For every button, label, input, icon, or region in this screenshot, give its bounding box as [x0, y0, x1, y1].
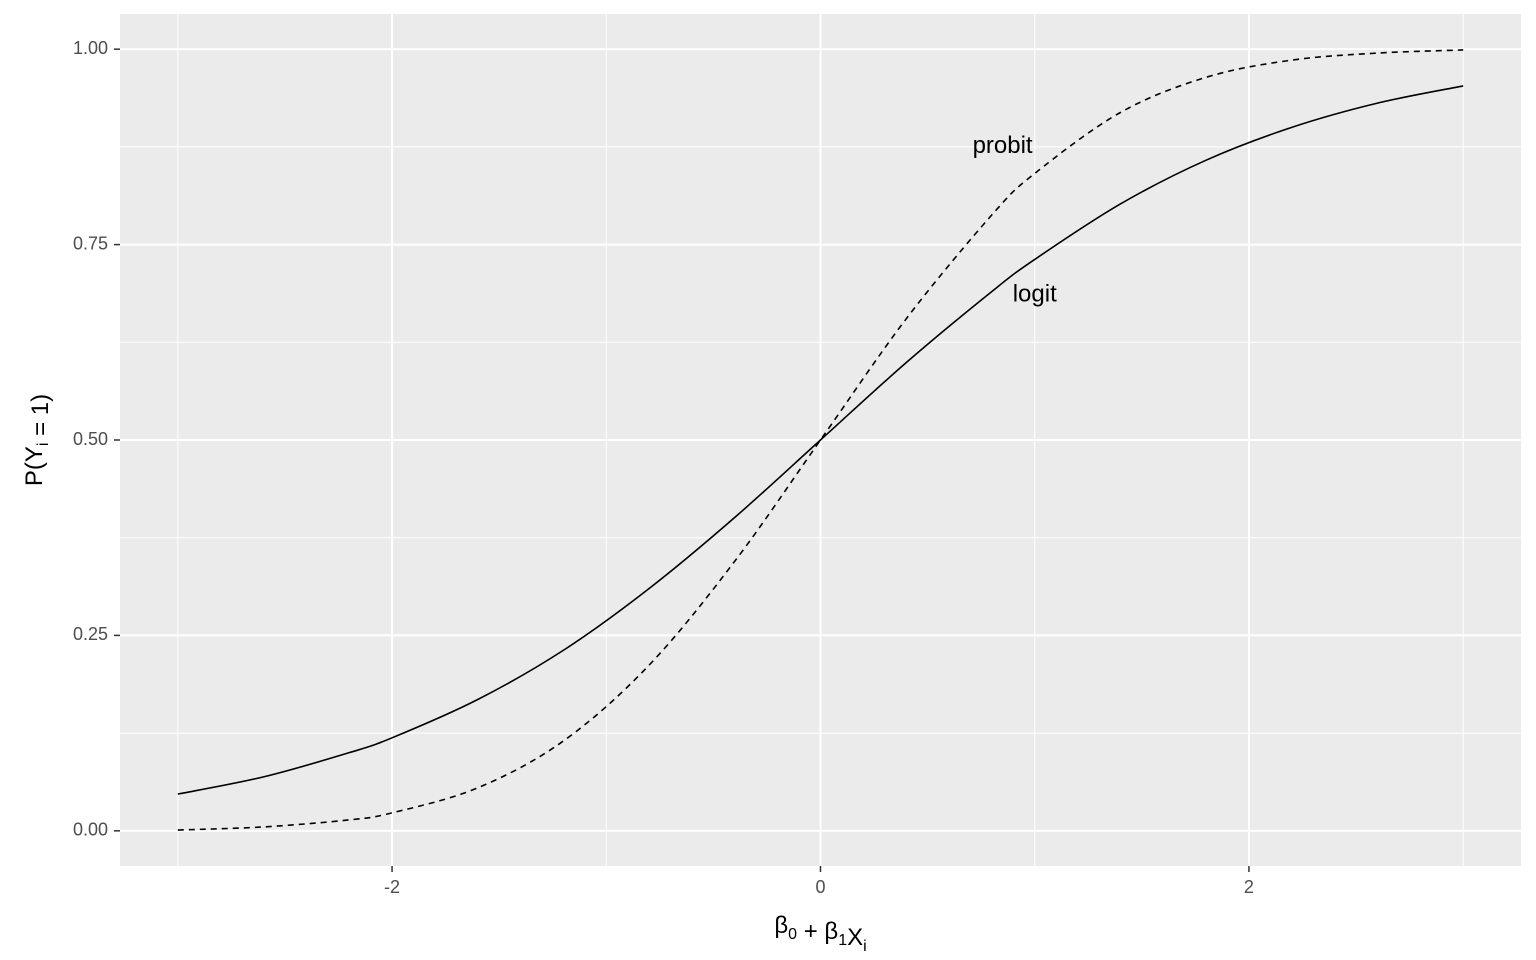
y-tick-label: 0.75 — [73, 233, 108, 253]
x-tick-label: -2 — [384, 877, 400, 897]
y-tick-label: 0.50 — [73, 429, 108, 449]
series-line-logit — [177, 85, 1464, 795]
x-tick-label: 0 — [815, 877, 825, 897]
x-axis-title: β0 + β1Xi — [774, 912, 866, 955]
x-tick-label: 2 — [1244, 877, 1254, 897]
y-tick-label: 0.25 — [73, 624, 108, 644]
annotation-layer: probit logit — [973, 132, 1058, 308]
annotation-probit: probit — [973, 132, 1033, 159]
series-line-probit — [177, 49, 1464, 831]
series-layer — [177, 49, 1464, 831]
y-axis-title: P(Yi = 1) — [21, 394, 54, 486]
y-tick-label: 1.00 — [73, 38, 108, 58]
y-axis: 0.00 0.25 0.50 0.75 1.00 — [73, 38, 120, 840]
y-tick-label: 0.00 — [73, 820, 108, 840]
x-axis: -2 0 2 — [384, 866, 1254, 897]
annotation-logit: logit — [1013, 281, 1057, 308]
